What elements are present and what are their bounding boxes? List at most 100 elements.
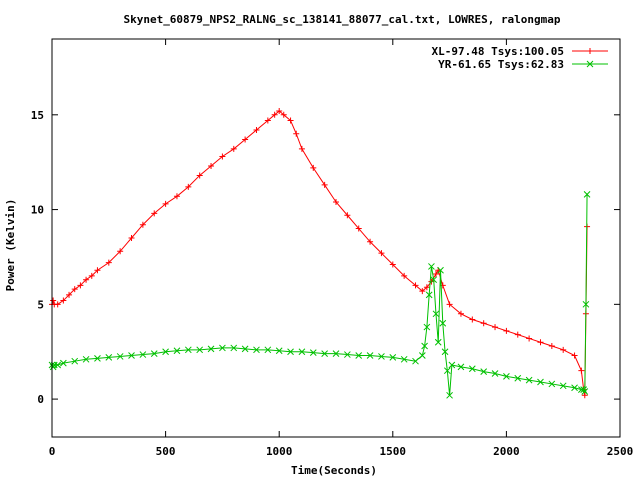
data-point [581, 392, 588, 399]
data-point [559, 382, 567, 390]
data-point [578, 386, 585, 393]
chart-title: Skynet_60879_NPS2_RALNG_sc_138141_88077_… [123, 13, 560, 26]
x-tick-label: 1000 [266, 445, 293, 458]
legend-label: YR-61.65 Tsys:62.83 [438, 58, 564, 71]
data-point [185, 183, 192, 190]
data-point [432, 310, 440, 318]
x-tick-label: 2500 [607, 445, 634, 458]
data-point [434, 338, 442, 346]
data-point [49, 363, 57, 371]
data-point [389, 354, 397, 361]
data-point [117, 248, 124, 255]
data-point [264, 117, 271, 124]
data-point [253, 126, 260, 133]
data-point [71, 286, 78, 293]
data-point [514, 331, 521, 338]
data-point [457, 363, 465, 371]
data-point [128, 352, 135, 359]
data-point [151, 210, 158, 217]
data-point [439, 319, 447, 327]
data-point [128, 235, 135, 241]
data-point [173, 193, 180, 200]
data-point [264, 346, 272, 354]
data-point [412, 282, 419, 289]
data-point [298, 145, 305, 152]
data-point [280, 111, 287, 118]
data-point [60, 297, 67, 304]
data-point [219, 344, 226, 352]
y-axis-label: Power (Kelvin) [4, 199, 17, 292]
data-point [432, 271, 439, 278]
data-point [412, 357, 419, 365]
data-point [548, 380, 556, 388]
data-point [428, 263, 435, 270]
data-point [366, 352, 374, 359]
data-point [355, 225, 362, 232]
data-point [367, 238, 374, 245]
data-point [344, 351, 351, 358]
data-point [66, 291, 73, 298]
data-point [560, 346, 567, 353]
data-point [587, 48, 593, 54]
data-point [586, 60, 594, 68]
data-point [423, 323, 431, 331]
data-point [54, 361, 62, 369]
data-point [437, 266, 444, 274]
data-point [503, 372, 510, 380]
data-point [421, 342, 428, 350]
data-point [253, 346, 260, 354]
data-point [77, 282, 84, 289]
data-point [196, 346, 204, 354]
x-tick-label: 500 [156, 445, 176, 458]
data-point [430, 276, 438, 284]
data-point [276, 108, 283, 115]
data-point [423, 284, 430, 291]
data-point [378, 353, 385, 360]
data-point [581, 388, 589, 395]
y-tick-label: 0 [37, 393, 44, 406]
legend-label: XL-97.48 Tsys:100.05 [432, 45, 564, 58]
data-point [184, 346, 192, 354]
data-point [480, 368, 488, 375]
data-point [389, 261, 396, 268]
data-point [271, 111, 278, 118]
data-point [537, 339, 544, 346]
data-point [583, 191, 591, 198]
data-point [548, 343, 555, 350]
data-point [418, 352, 426, 359]
data-point [139, 221, 146, 228]
data-point [446, 301, 453, 308]
data-point [83, 276, 90, 283]
data-point [525, 376, 533, 384]
data-point [526, 335, 533, 342]
data-point [355, 352, 363, 359]
data-point [448, 361, 456, 369]
data-point [468, 365, 476, 373]
data-point [537, 378, 544, 386]
data-point [333, 198, 339, 205]
data-point [443, 367, 451, 375]
data-point [208, 162, 215, 169]
y-tick-label: 10 [31, 204, 44, 217]
data-point [446, 391, 453, 399]
axis-ticks: 0 500 1000 1500 2000 2500 0 5 10 15 [31, 39, 634, 458]
data-point [310, 164, 317, 171]
data-point [150, 350, 158, 357]
data-point [241, 345, 249, 353]
x-tick-label: 1500 [380, 445, 407, 458]
data-point [287, 348, 294, 356]
data-point [332, 350, 340, 357]
data-point [293, 130, 300, 137]
data-point [469, 316, 476, 323]
data-point [491, 370, 499, 377]
data-point [207, 345, 215, 353]
data-point [162, 348, 169, 356]
data-point [105, 259, 112, 266]
data-point [378, 250, 385, 257]
plot-series [48, 108, 591, 399]
data-point [105, 354, 113, 361]
y-tick-label: 15 [31, 109, 44, 122]
data-point [571, 384, 578, 392]
data-point [492, 324, 499, 331]
